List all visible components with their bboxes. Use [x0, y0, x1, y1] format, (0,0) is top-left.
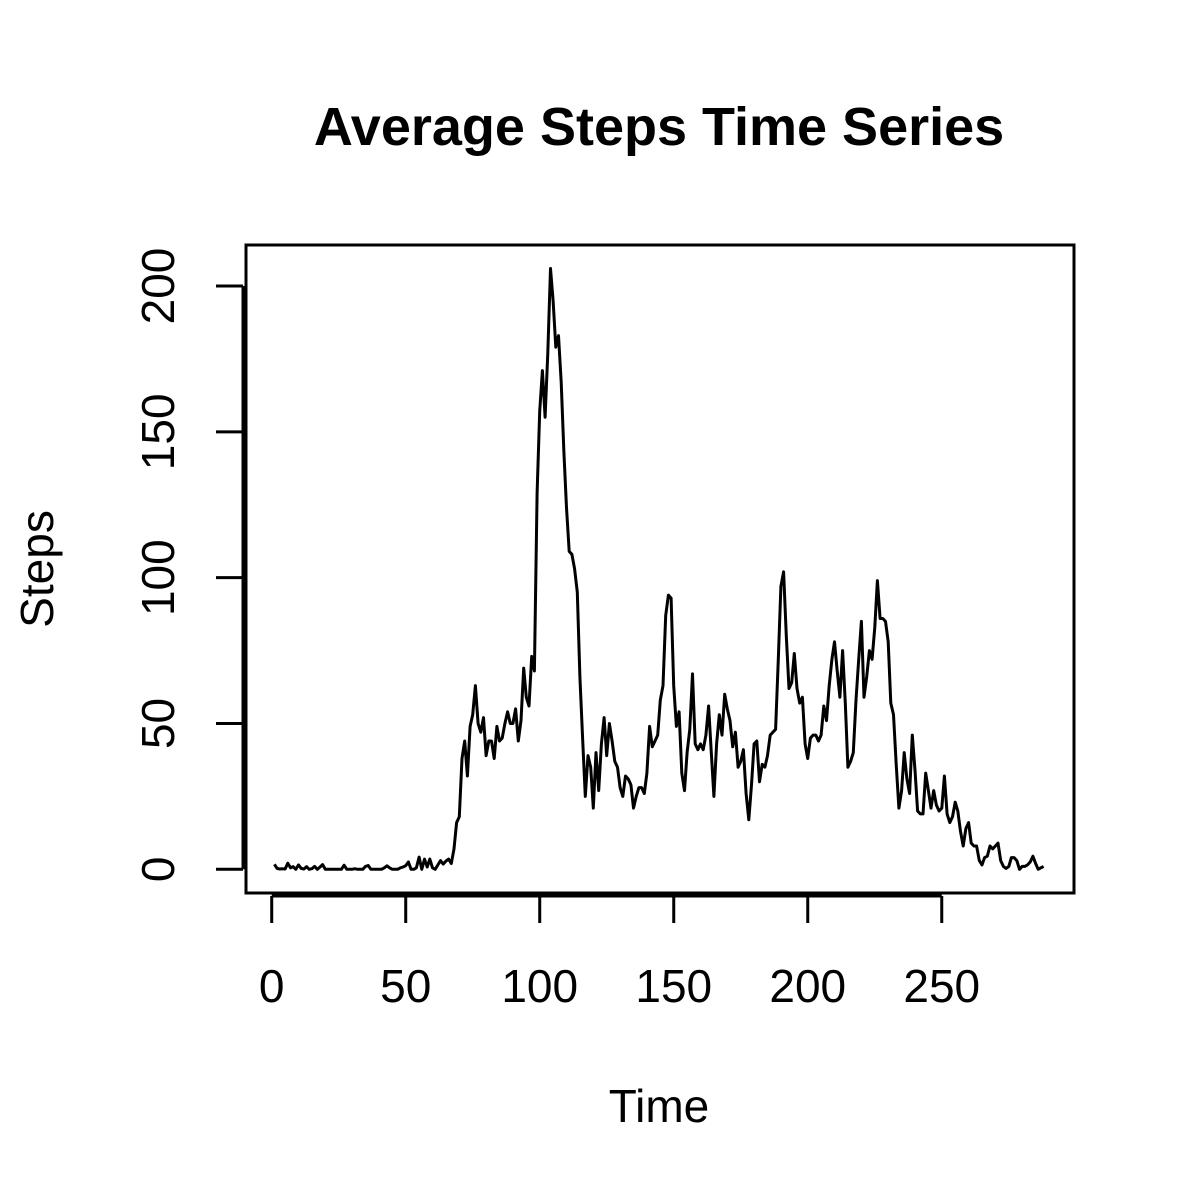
y-axis-label: Steps: [11, 510, 63, 628]
x-tick-label: 0: [259, 960, 285, 1012]
x-tick-label: 200: [769, 960, 846, 1012]
x-axis-label: Time: [609, 1080, 710, 1132]
x-tick-label: 250: [903, 960, 980, 1012]
series-layer: [273, 267, 1045, 871]
series-line: [273, 267, 1045, 871]
y-tick-label: 200: [132, 248, 184, 325]
x-tick-label: 100: [501, 960, 578, 1012]
y-tick-label: 100: [132, 539, 184, 616]
x-tick-label: 150: [635, 960, 712, 1012]
y-tick-label: 0: [132, 857, 184, 883]
y-tick-label: 150: [132, 393, 184, 470]
chart-title: Average Steps Time Series: [314, 97, 1004, 157]
y-axis: 0 50 100 150 200: [132, 248, 245, 883]
x-axis: 0 50 100 150 200 250: [259, 894, 980, 1012]
x-tick-label: 50: [380, 960, 431, 1012]
plot-frame: [244, 243, 1076, 895]
y-tick-label: 50: [132, 698, 184, 749]
